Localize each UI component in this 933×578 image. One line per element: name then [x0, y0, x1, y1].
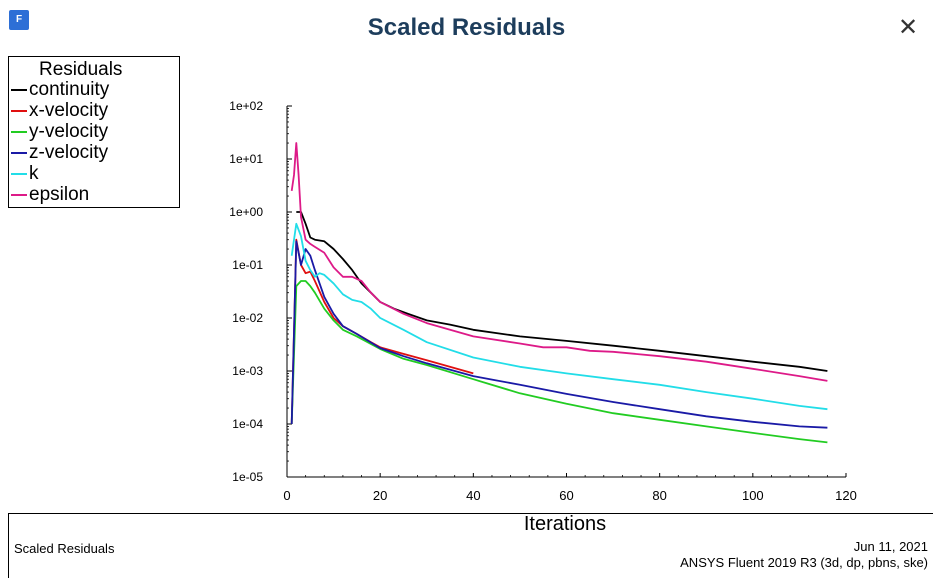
legend-label: k	[29, 163, 39, 184]
series-line-k	[290, 222, 828, 411]
legend-swatch	[11, 89, 27, 91]
series-line-z-velocity	[290, 240, 828, 429]
series-line-x-velocity	[290, 238, 474, 425]
legend-label: continuity	[29, 79, 110, 100]
footer-version: ANSYS Fluent 2019 R3 (3d, dp, pbns, ske)	[680, 555, 928, 570]
y-tick-label: 1e-04	[232, 417, 263, 431]
series-line-epsilon	[290, 142, 828, 382]
y-tick-label: 1e+01	[229, 152, 263, 166]
y-tick-label: 1e-01	[232, 258, 263, 272]
y-tick-label: 1e-03	[232, 364, 263, 378]
y-tick-label: 1e-05	[232, 470, 263, 484]
x-tick-label: 80	[652, 488, 666, 503]
y-tick-label: 1e+00	[229, 205, 263, 219]
y-tick-label: 1e+02	[229, 99, 263, 113]
footer-panel	[8, 513, 933, 578]
legend-label: z-velocity	[29, 142, 109, 163]
window-title: Scaled Residuals	[367, 14, 566, 41]
y-tick-label: 1e-02	[232, 311, 263, 325]
legend-swatch	[11, 152, 27, 154]
legend-swatch	[11, 194, 27, 196]
fluent-app-icon: F	[9, 10, 29, 30]
x-axis-label: Iterations	[523, 513, 607, 535]
x-tick-label: 60	[559, 488, 573, 503]
footer-date: Jun 11, 2021	[853, 539, 928, 554]
legend: Residuals continuity x-velocity y-velocity…	[8, 56, 180, 208]
x-tick-label: 40	[466, 488, 480, 503]
x-tick-label: 0	[283, 488, 290, 503]
legend-label: epsilon	[29, 184, 90, 205]
footer-title: Scaled Residuals	[14, 541, 115, 556]
x-tick-label: 120	[835, 488, 857, 503]
legend-swatch	[11, 173, 27, 175]
close-icon[interactable]: ✕	[898, 14, 919, 41]
legend-swatch	[11, 131, 27, 133]
legend-label: x-velocity	[29, 100, 109, 121]
legend-label: y-velocity	[29, 121, 109, 142]
series-line-y-velocity	[290, 280, 828, 444]
x-tick-label: 20	[373, 488, 387, 503]
legend-title: Residuals	[39, 59, 123, 80]
x-tick-label: 100	[742, 488, 764, 503]
legend-swatch	[11, 110, 27, 112]
